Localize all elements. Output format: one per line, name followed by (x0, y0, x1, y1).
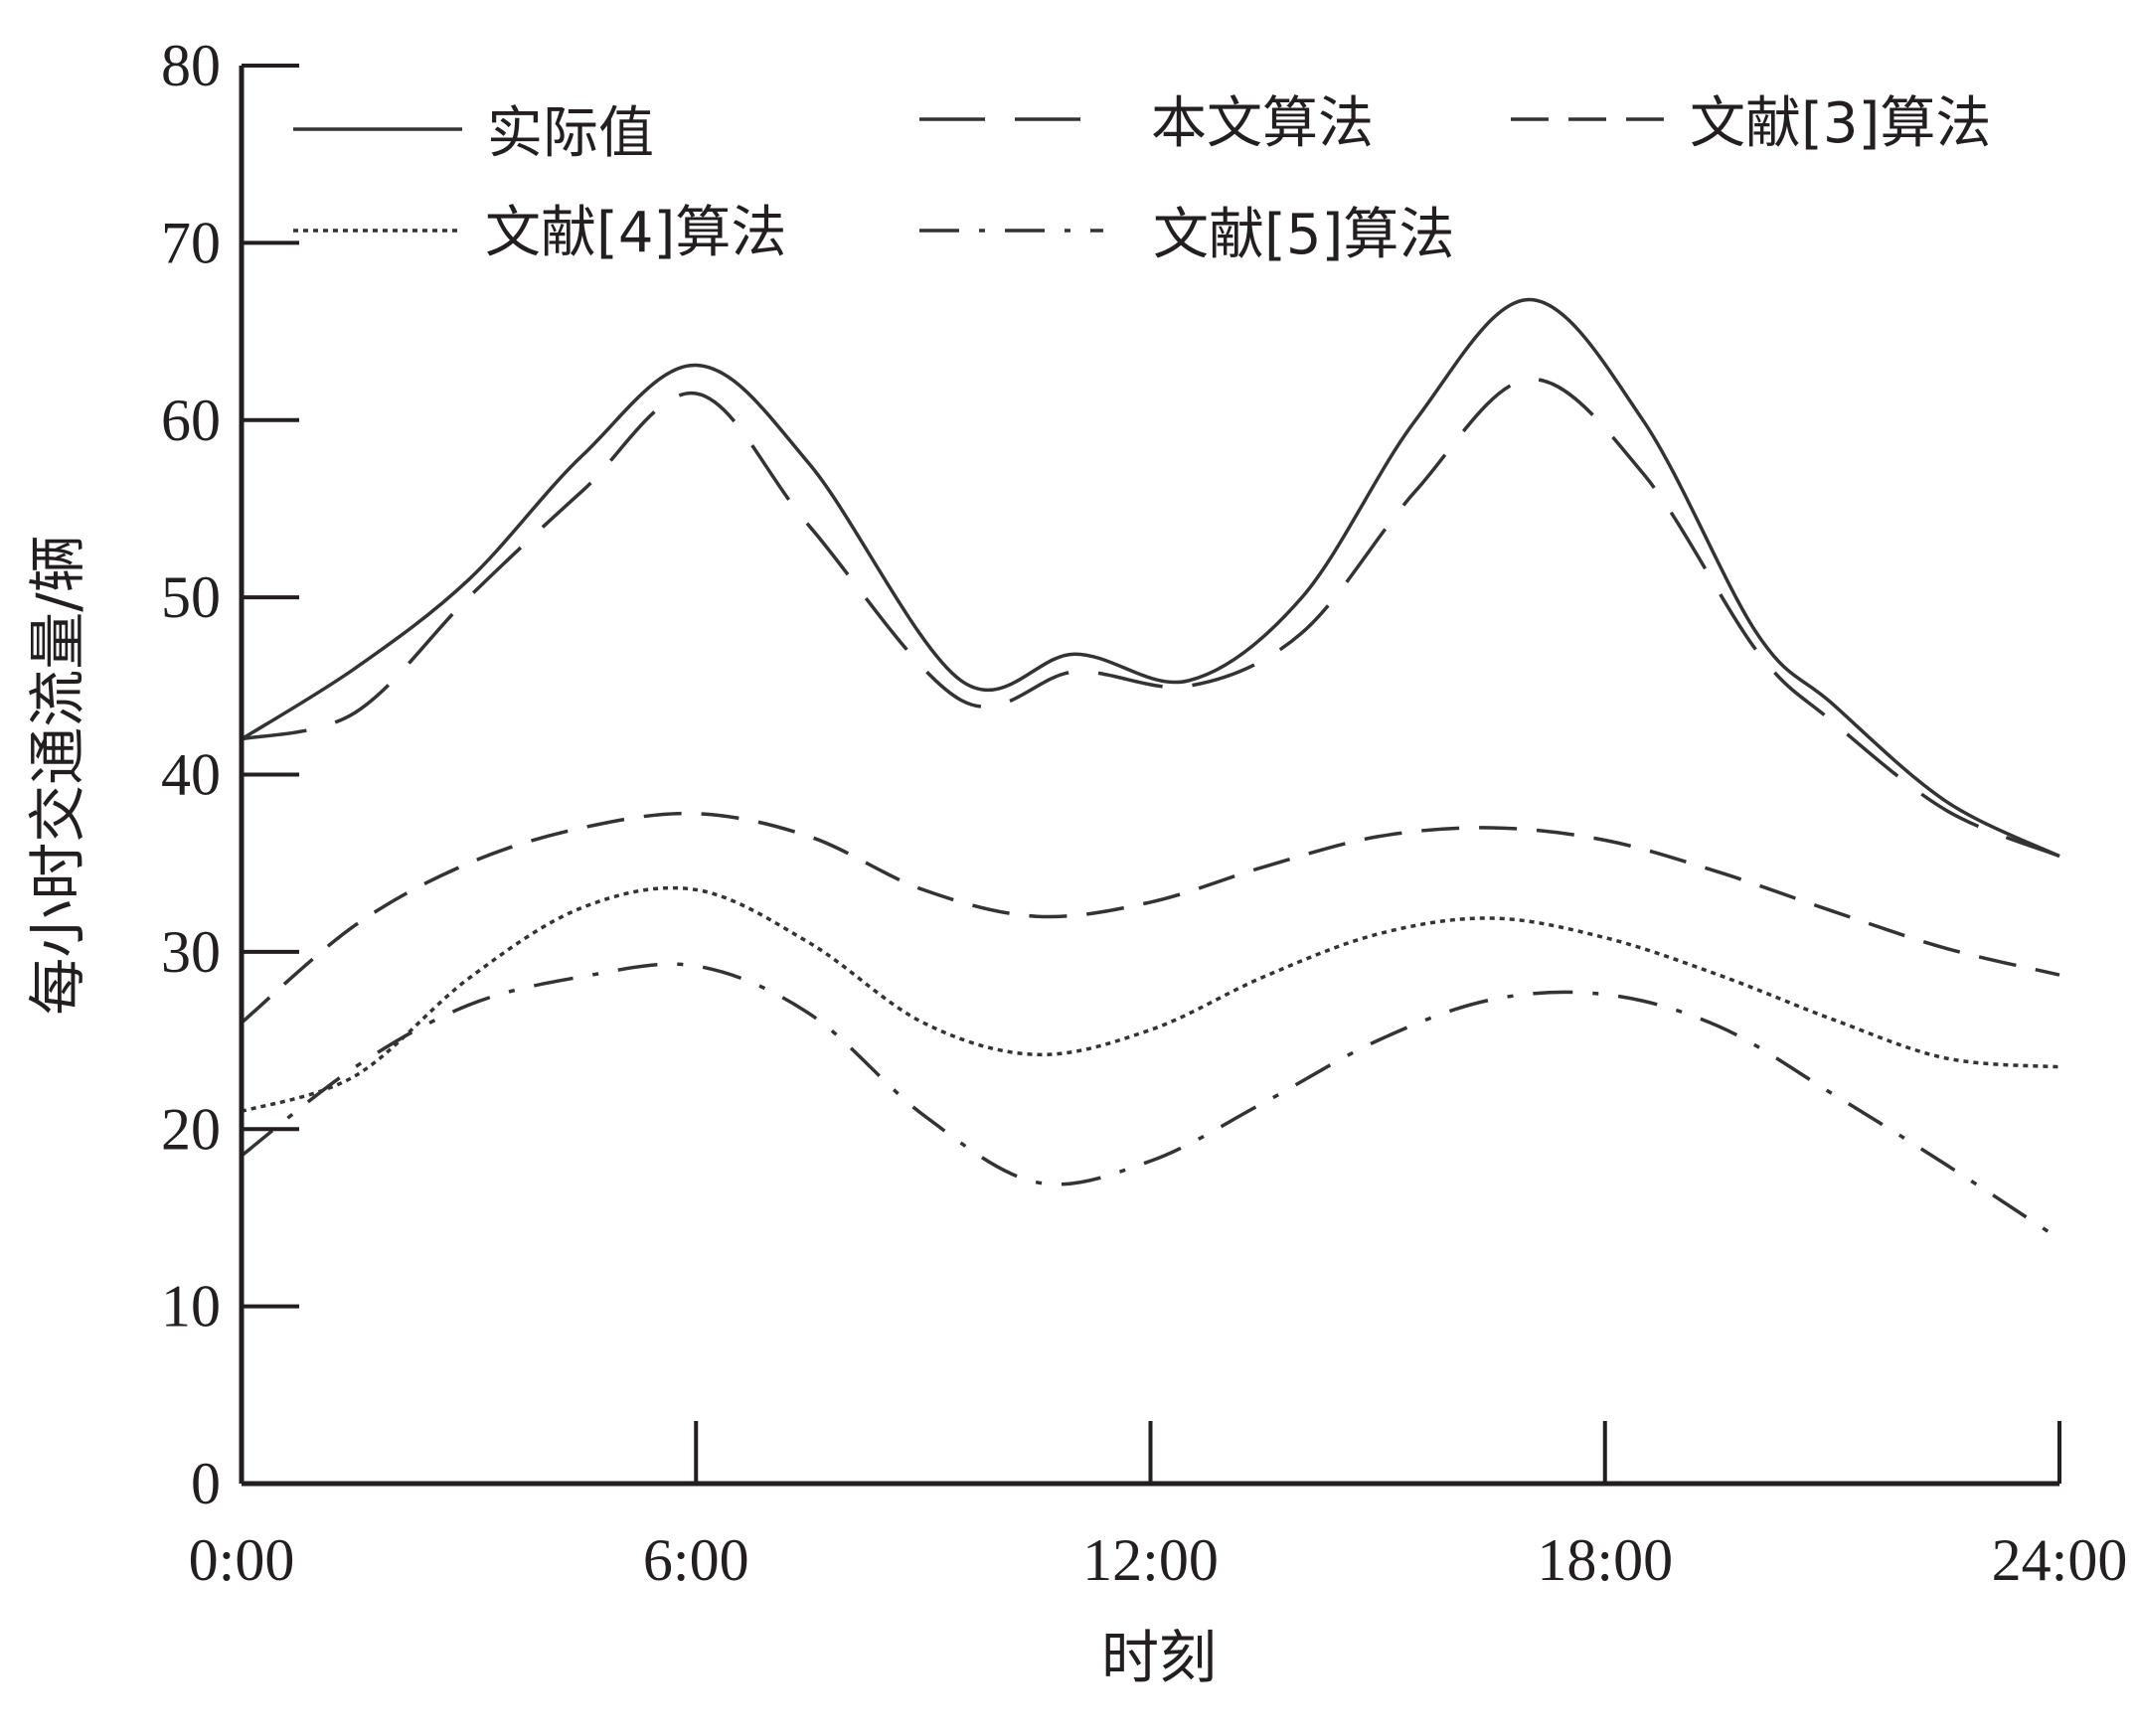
series-line-4 (241, 885, 2060, 1114)
legend-label: 文献[5]算法 (1153, 203, 1454, 267)
legend-label: 文献[4]算法 (485, 201, 786, 265)
y-tick-label: 70 (161, 210, 221, 275)
x-tick-label: 18:00 (1537, 1527, 1673, 1593)
x-tick-label: 12:00 (1082, 1527, 1219, 1593)
y-tick-label: 40 (161, 742, 221, 808)
legend-item: 本文算法 (919, 91, 1374, 156)
y-tick-label: 0 (191, 1451, 221, 1516)
x-tick-label: 24:00 (1992, 1527, 2128, 1593)
y-axis-title: 每小时交通流量/辆 (24, 535, 91, 1016)
x-axis-title: 时刻 (1101, 1624, 1217, 1691)
y-tick-label: 30 (161, 919, 221, 985)
y-tick-label: 50 (161, 564, 221, 630)
legend-label: 本文算法 (1151, 91, 1374, 156)
axes (239, 66, 2059, 1487)
series-line-1 (241, 297, 2060, 859)
legend-item: 文献[5]算法 (919, 203, 1454, 267)
x-tick-label: 6:00 (643, 1527, 749, 1593)
x-ticks: 0:00 6:00 12:00 18:00 24:00 (189, 1421, 2128, 1593)
y-tick-label: 60 (161, 388, 221, 453)
series-line-2 (241, 377, 2060, 859)
legend-item: 实际值 (293, 101, 654, 166)
y-tick-label: 80 (161, 33, 221, 98)
legend-label: 文献[3]算法 (1690, 91, 1991, 156)
y-tick-label: 10 (161, 1274, 221, 1340)
y-ticks: 0 10 20 30 40 50 60 70 80 (161, 33, 299, 1516)
legend-item: 文献[4]算法 (293, 201, 786, 265)
plot-lines (240, 297, 2060, 1241)
x-tick-label: 0:00 (189, 1527, 295, 1593)
legend-label: 实际值 (487, 101, 654, 166)
series-line-5 (240, 962, 2060, 1241)
y-tick-label: 20 (161, 1096, 221, 1162)
legend-item: 文献[3]算法 (1511, 91, 1991, 156)
